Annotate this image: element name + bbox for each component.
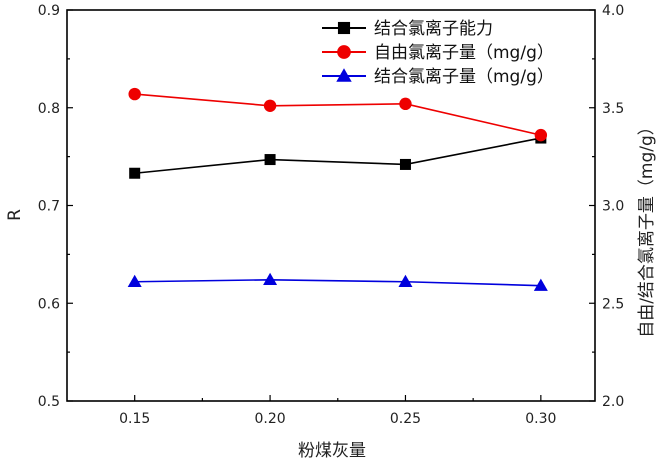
data-point <box>399 158 411 170</box>
series-group <box>127 87 548 291</box>
data-point <box>398 274 413 287</box>
data-point <box>534 128 548 142</box>
legend-item: 结合氯离子能力 <box>322 19 493 39</box>
data-point <box>263 99 277 112</box>
ticks: 0.5 0.6 0.7 0.8 0.9 2.0 2.5 3.0 3.5 4.0 0.15 0.20 0.… <box>38 3 625 427</box>
data-point <box>263 272 278 286</box>
x-axis-title: 粉煤灰量 <box>298 441 366 461</box>
x-tick-label: 0.30 <box>525 411 556 427</box>
legend-label: 结合氯离子能力 <box>374 19 493 39</box>
legend-item: 结合氯离子量（mg/g） <box>322 67 554 87</box>
y2-tick-label: 2.0 <box>602 394 624 410</box>
data-point <box>129 167 141 179</box>
x-tick-label: 0.25 <box>390 411 421 427</box>
legend-item: 自由氯离子量（mg/g） <box>322 43 554 63</box>
data-point <box>533 278 548 291</box>
y2-tick-label: 2.5 <box>602 296 624 312</box>
series-square <box>129 132 547 179</box>
y-tick-label: 0.8 <box>38 101 60 117</box>
legend-label: 结合氯离子量（mg/g） <box>374 67 554 87</box>
legend-label: 自由氯离子量（mg/g） <box>374 43 554 63</box>
y2-tick-label: 4.0 <box>602 3 624 19</box>
legend-marker <box>337 45 351 59</box>
series-circle <box>128 87 548 142</box>
y-tick-label: 0.7 <box>38 199 60 215</box>
y2-axis-title: 自由/结合氯离子量（mg/g） <box>637 118 657 338</box>
data-point <box>399 97 412 111</box>
legend-marker <box>337 21 351 35</box>
y2-tick-label: 3.0 <box>602 199 624 215</box>
data-point <box>264 154 276 166</box>
y-tick-label: 0.5 <box>38 394 60 410</box>
series-triangle <box>127 272 548 291</box>
y-axis-title: R <box>5 209 25 221</box>
x-tick-label: 0.20 <box>254 411 285 427</box>
x-tick-label: 0.15 <box>119 411 150 427</box>
legend-marker <box>336 68 352 82</box>
series-line <box>134 278 541 287</box>
y-tick-label: 0.9 <box>38 3 60 19</box>
y2-tick-label: 3.5 <box>602 101 624 117</box>
series-line <box>134 93 542 136</box>
y-tick-label: 0.6 <box>38 296 60 312</box>
series-line <box>134 137 541 175</box>
data-point <box>128 87 141 101</box>
data-point <box>127 274 142 287</box>
